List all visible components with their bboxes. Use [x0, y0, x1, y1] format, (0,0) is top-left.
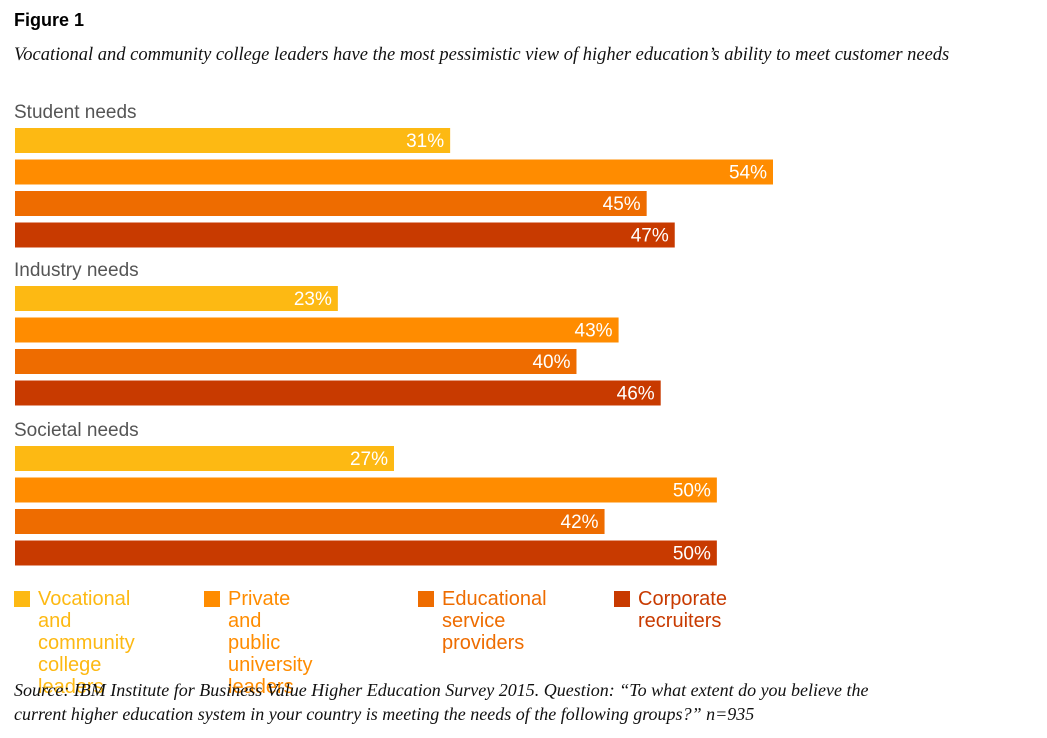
- bar: [15, 477, 717, 503]
- source-note: Source: IBM Institute for Business Value…: [14, 680, 869, 724]
- bar: [15, 128, 451, 153]
- bar: [15, 317, 619, 343]
- bar-value-label: 40%: [532, 352, 570, 373]
- bar: [15, 540, 717, 566]
- bar-value-label: 43%: [575, 321, 613, 342]
- bar: [15, 509, 605, 534]
- category-label: Societal needs: [14, 420, 139, 441]
- legend-label: Private and public university leaders: [228, 588, 313, 698]
- bar-value-label: 31%: [406, 131, 444, 152]
- legend-swatch: [204, 591, 220, 607]
- bar-value-label: 42%: [561, 512, 599, 533]
- bar-value-label: 50%: [673, 481, 711, 502]
- category-label: Industry needs: [14, 260, 139, 281]
- bar: [15, 222, 675, 248]
- bar-value-label: 46%: [617, 384, 655, 405]
- legend-label: Corporate recruiters: [638, 588, 727, 632]
- bar: [15, 349, 577, 374]
- bar-value-label: 27%: [350, 449, 388, 470]
- legend-swatch: [418, 591, 434, 607]
- bar-value-label: 45%: [603, 194, 641, 215]
- bar: [15, 159, 773, 185]
- bar-value-label: 47%: [631, 226, 669, 247]
- legend-label: Vocational and community college leaders: [38, 588, 135, 698]
- bar: [15, 380, 661, 406]
- bar-value-label: 54%: [729, 163, 767, 184]
- bar: [15, 191, 647, 216]
- legend-swatch: [14, 591, 30, 607]
- bar-value-label: 50%: [673, 544, 711, 565]
- bar-value-label: 23%: [294, 289, 332, 310]
- legend-label: Educational service providers: [442, 588, 547, 654]
- figure-subtitle: Vocational and community college leaders…: [14, 45, 950, 65]
- category-label: Student needs: [14, 102, 137, 123]
- bar: [15, 446, 394, 471]
- figure-title: Figure 1: [14, 10, 85, 30]
- legend-swatch: [614, 591, 630, 607]
- bar: [15, 286, 338, 311]
